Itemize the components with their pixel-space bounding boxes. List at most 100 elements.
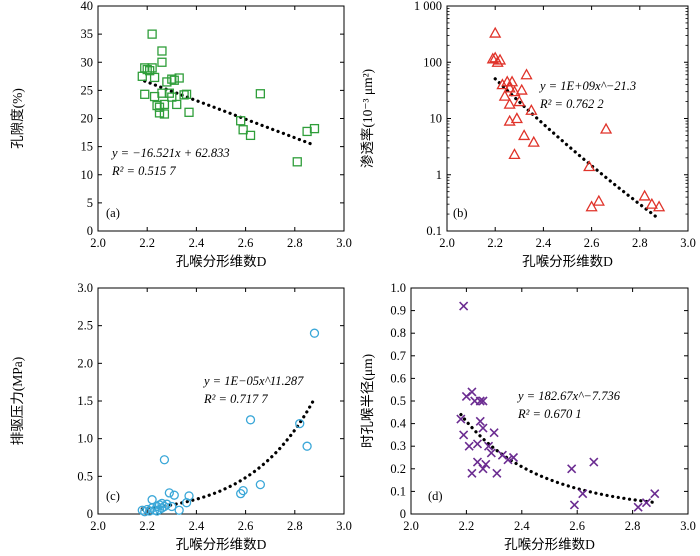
x-tick-label: 3.0 (680, 236, 696, 250)
y-tick-label: 0.6 (390, 371, 406, 385)
data-point (245, 130, 256, 141)
data-point (456, 414, 466, 424)
data-point (578, 489, 588, 499)
y-axis-label: 时孔喉半径(μm) (360, 354, 375, 448)
data-point (255, 89, 266, 99)
x-tick-label: 2.6 (569, 519, 585, 533)
data-point (464, 441, 474, 451)
data-point (589, 457, 599, 467)
y-tick-label: 1.0 (77, 432, 93, 446)
data-point (157, 46, 167, 56)
data-point (645, 197, 658, 209)
data-point (493, 53, 507, 65)
trend-line (140, 397, 317, 511)
x-tick-label: 2.8 (287, 519, 303, 533)
y-tick-label: 100 (423, 55, 442, 69)
y-tick-label: 1 (436, 168, 442, 182)
trend-line (143, 79, 317, 147)
y-tick-label: 1.0 (390, 281, 406, 295)
data-point (245, 415, 256, 425)
y-tick-label: 1.5 (77, 394, 93, 408)
y-tick-label: 2.0 (77, 356, 93, 370)
data-point (467, 468, 477, 478)
panel-c: 2.0 2.2 2.4 2.6 2.8 3.0 0 0.5 1.0 1.5 2.0 2.5 3.0 孔喉分… (10, 281, 352, 552)
data-point (295, 418, 305, 429)
data-point (157, 498, 167, 509)
data-point (599, 122, 613, 134)
data-point (159, 455, 170, 465)
data-point (236, 116, 246, 126)
data-point (174, 73, 184, 83)
data-point (569, 500, 579, 510)
data-point (481, 459, 491, 469)
x-axis-label: 孔喉分形维数D (176, 537, 267, 552)
y-tick-label: 0 (87, 507, 93, 521)
data-point (154, 504, 165, 515)
r-squared: R² = 0.515 7 (111, 164, 176, 178)
y-tick-label: 0.8 (390, 326, 406, 340)
trend-equation: y = 1E−05x^11.287 (202, 374, 304, 388)
y-axis-label: 排驱压力(MPa) (10, 357, 25, 446)
data-point (525, 103, 538, 115)
data-point (478, 464, 488, 474)
y-axis-label: 渗透率(10⁻³ μm²) (359, 69, 375, 168)
x-tick-label: 2.4 (189, 236, 205, 250)
x-tick-label: 2.2 (487, 236, 503, 250)
r-squared: R² = 0.670 1 (517, 407, 582, 421)
r-squared: R² = 0.762 2 (539, 97, 604, 111)
data-point (236, 489, 246, 499)
data-point (238, 125, 248, 135)
y-tick-label: 0.4 (390, 417, 406, 431)
trend-line (459, 413, 657, 505)
data-point (302, 441, 312, 451)
data-point (486, 448, 496, 458)
y-tick-label: 30 (81, 55, 94, 69)
data-point (583, 160, 596, 172)
data-point (478, 423, 488, 433)
x-tick-label: 2.2 (139, 519, 155, 533)
x-tick-label: 2.6 (238, 236, 254, 250)
trend-equation: y = −16.521x + 62.833 (110, 146, 230, 160)
data-point (498, 89, 511, 101)
data-point (503, 81, 516, 93)
x-tick-label: 3.0 (336, 519, 352, 533)
y-tick-label: 0.1 (390, 484, 406, 498)
x-tick-label: 3.0 (680, 519, 696, 533)
data-point (496, 78, 509, 90)
data-point (489, 428, 499, 438)
data-point (140, 507, 150, 517)
x-tick-label: 2.0 (439, 236, 455, 250)
y-tick-label: 2.5 (77, 319, 93, 333)
panel-label: (c) (106, 489, 120, 503)
data-point (255, 479, 266, 490)
y-tick-label: 35 (81, 27, 94, 41)
data-point (503, 455, 513, 465)
data-point (184, 107, 194, 117)
x-tick-label: 2.8 (287, 236, 303, 250)
data-point (152, 506, 162, 516)
y-tick-label: 10 (430, 112, 443, 126)
panel-b: 2.0 2.2 2.4 2.6 2.8 3.0 0.1 1 10 100 1 000 孔喉分形维数D 渗… (359, 0, 696, 269)
x-tick-label: 2.6 (584, 236, 600, 250)
data-point (147, 29, 157, 39)
y-tick-label: 0.3 (390, 439, 406, 453)
data-point (309, 328, 320, 338)
data-point (585, 200, 598, 212)
data-point (483, 441, 494, 451)
data-point (142, 64, 152, 75)
y-tick-label: 0.1 (426, 224, 442, 238)
y-tick-label: 0.7 (390, 349, 406, 363)
data-point (140, 89, 150, 99)
x-tick-label: 2.2 (459, 519, 475, 533)
data-point (159, 99, 170, 110)
panel-a: 2.0 2.2 2.4 2.6 2.8 3.0 0 5 10 15 20 25 30 35 40 孔喉分形维数… (10, 0, 352, 269)
data-point (503, 97, 516, 109)
x-axis-label: 孔喉分形维数D (522, 254, 613, 269)
data-point (527, 135, 540, 147)
y-tick-label: 0 (400, 507, 406, 521)
data-point (172, 99, 182, 110)
data-point (638, 189, 651, 201)
data-point (508, 85, 521, 97)
x-tick-label: 2.4 (189, 519, 205, 533)
